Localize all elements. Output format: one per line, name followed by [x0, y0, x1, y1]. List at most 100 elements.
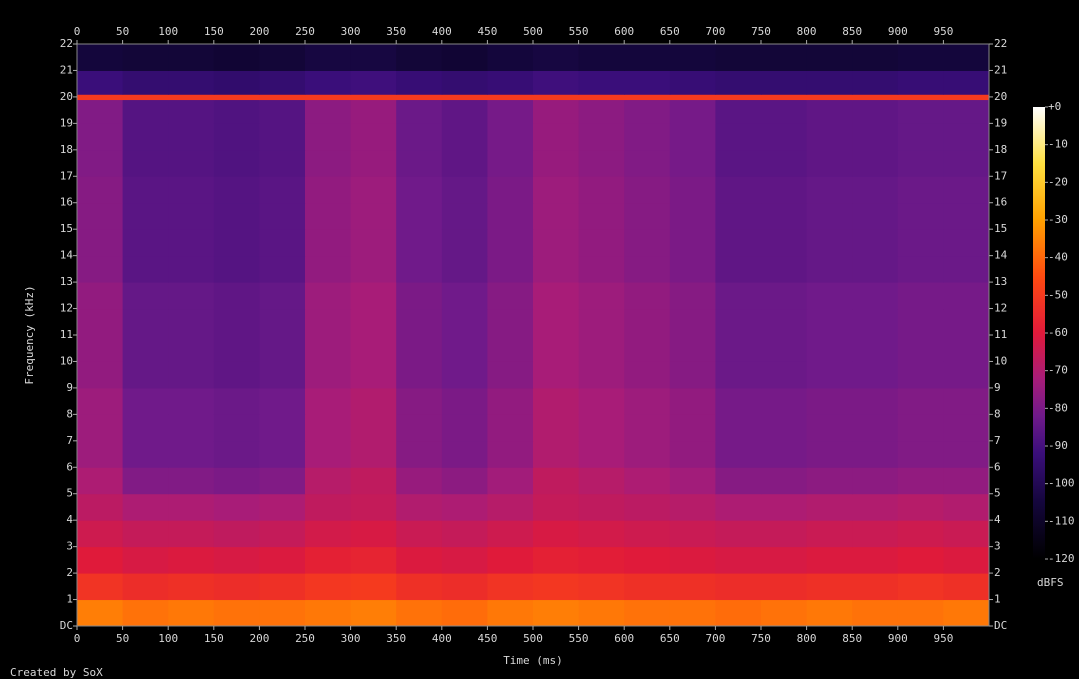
y-tick-label: 20 — [60, 90, 73, 103]
cell — [122, 282, 169, 310]
y-tick-label: 13 — [60, 275, 73, 288]
credit: Created by SoX — [10, 666, 103, 679]
cell — [77, 123, 124, 151]
cell — [761, 308, 808, 336]
cell — [897, 44, 944, 71]
y-tick-label-right: 16 — [994, 196, 1007, 209]
y-tick-label-right: 21 — [994, 63, 1007, 76]
cell — [487, 308, 534, 336]
cell — [487, 44, 534, 71]
y-tick-label-right: 6 — [994, 460, 1001, 473]
cell — [259, 520, 306, 548]
cell — [624, 467, 671, 495]
cell — [852, 202, 899, 230]
y-tick-label: 9 — [66, 381, 73, 394]
cell — [396, 123, 443, 151]
cell — [624, 255, 671, 283]
colorbar-tick-label: -40 — [1048, 251, 1068, 264]
cell — [305, 467, 352, 495]
cell — [943, 387, 990, 415]
cell — [305, 255, 352, 283]
colorbar-tick-label: -110 — [1048, 514, 1075, 527]
cell — [715, 282, 762, 310]
cell — [761, 467, 808, 495]
cell — [897, 387, 944, 415]
x-tick-label: 300 — [341, 632, 361, 645]
cell — [715, 599, 762, 627]
cell — [77, 387, 124, 415]
cell — [897, 94, 944, 101]
y-tick-label: 21 — [60, 63, 73, 76]
cell — [669, 546, 716, 574]
cell — [122, 467, 169, 495]
cell — [578, 335, 625, 362]
cell — [441, 599, 488, 627]
y-tick-label: 8 — [66, 407, 73, 420]
cell — [533, 149, 580, 177]
cell — [578, 440, 625, 468]
cell — [943, 202, 990, 230]
cell — [897, 202, 944, 230]
cell — [487, 361, 534, 389]
cell — [852, 94, 899, 101]
x-tick-label-top: 300 — [341, 25, 361, 38]
cell — [669, 202, 716, 230]
cell — [77, 229, 124, 257]
x-tick-label: 200 — [249, 632, 269, 645]
cell — [350, 176, 397, 204]
colorbar — [1033, 107, 1045, 559]
cell — [168, 123, 215, 151]
cell — [305, 229, 352, 257]
cell — [578, 467, 625, 495]
cell — [305, 149, 352, 177]
cell — [441, 99, 488, 124]
cell — [487, 149, 534, 177]
cell — [897, 361, 944, 389]
cell — [761, 282, 808, 310]
cell — [624, 202, 671, 230]
cell — [305, 176, 352, 204]
cell — [761, 255, 808, 283]
cell — [806, 361, 853, 389]
cell — [213, 414, 260, 442]
cell — [897, 99, 944, 124]
cell — [350, 335, 397, 362]
cell — [806, 308, 853, 336]
cell — [806, 414, 853, 442]
cell — [487, 255, 534, 283]
cell — [77, 70, 124, 95]
cell — [533, 520, 580, 548]
cell — [77, 44, 124, 71]
cell — [305, 335, 352, 362]
cell — [533, 546, 580, 574]
cell — [578, 44, 625, 71]
y-tick-label-right: 5 — [994, 487, 1001, 500]
cell — [441, 229, 488, 257]
cell — [213, 123, 260, 151]
cell — [533, 99, 580, 124]
cell — [122, 123, 169, 151]
cell — [715, 99, 762, 124]
cell — [897, 467, 944, 495]
cell — [122, 414, 169, 442]
cell — [852, 467, 899, 495]
cell — [533, 44, 580, 71]
cell — [624, 70, 671, 95]
cell — [852, 546, 899, 574]
cell — [441, 361, 488, 389]
cell — [806, 520, 853, 548]
cell — [259, 149, 306, 177]
cell — [806, 387, 853, 415]
cell — [396, 493, 443, 521]
cell — [122, 361, 169, 389]
cell — [259, 414, 306, 442]
y-tick-label-right: 7 — [994, 434, 1001, 447]
cell — [669, 520, 716, 548]
cell — [305, 308, 352, 336]
y-axis-label: Frequency (kHz) — [23, 285, 36, 384]
cell — [122, 387, 169, 415]
cell — [168, 70, 215, 95]
cell — [441, 308, 488, 336]
cell — [305, 520, 352, 548]
cell — [624, 123, 671, 151]
